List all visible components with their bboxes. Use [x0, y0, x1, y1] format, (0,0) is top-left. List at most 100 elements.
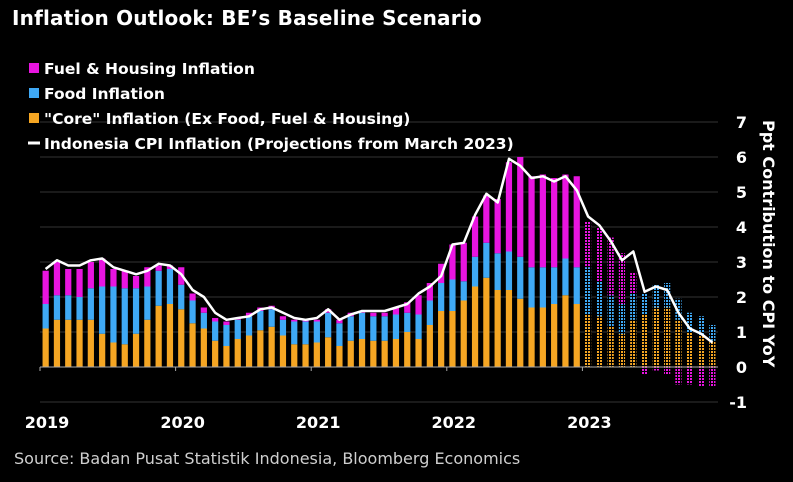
bar-core	[404, 332, 411, 367]
axes-group: -1 0 1 2 3 4 5 6 7 2019 2020 2021 2022 2023	[25, 113, 747, 432]
bar-fuel-housing	[539, 174, 546, 268]
bar-fuel-housing	[675, 367, 682, 385]
bar-food	[449, 279, 456, 311]
bar-food	[460, 281, 467, 301]
bar-food	[336, 323, 343, 346]
gridlines	[40, 121, 718, 403]
legend-swatch	[29, 63, 39, 73]
bar-fuel-housing	[110, 269, 117, 287]
bar-fuel-housing	[641, 367, 648, 374]
bar-fuel-housing	[652, 367, 659, 371]
bar-core	[370, 340, 377, 367]
bar-fuel-housing	[517, 157, 524, 257]
bar-food	[641, 293, 648, 315]
bar-fuel-housing	[709, 367, 716, 387]
bar-fuel-housing	[121, 270, 128, 289]
bar-food	[415, 314, 422, 339]
bar-food	[404, 312, 411, 332]
bar-core	[110, 342, 117, 367]
bar-food	[155, 270, 162, 306]
bar-food	[65, 295, 72, 320]
bar-core	[471, 286, 479, 367]
source-note: Source: Badan Pusat Statistik Indonesia,…	[14, 449, 521, 468]
cpi-line-group	[44, 157, 714, 344]
bar-food	[596, 281, 603, 317]
bar-core	[178, 309, 185, 367]
bar-food	[471, 256, 479, 287]
bar-food	[121, 288, 128, 345]
bar-core	[302, 344, 309, 367]
y-tick-label: 5	[736, 183, 747, 202]
y-axis-label: Ppt Contribution to CPI YoY	[759, 120, 778, 368]
x-tick-label: 2019	[25, 413, 70, 432]
bar-food	[652, 284, 659, 308]
bar-core	[200, 328, 207, 367]
bar-fuel-housing	[325, 309, 332, 313]
bar-core	[449, 311, 456, 367]
bar-core	[709, 340, 716, 367]
bar-food	[76, 297, 83, 320]
bar-core	[245, 335, 253, 367]
bar-core	[381, 340, 388, 367]
bar-fuel-housing	[697, 367, 705, 387]
bar-fuel-housing	[584, 221, 592, 268]
y-tick-label: 7	[736, 113, 747, 132]
legend-label: Indonesia CPI Inflation (Projections fro…	[44, 135, 514, 153]
bar-fuel-housing	[313, 319, 320, 322]
bar-food	[505, 251, 513, 290]
bar-food	[618, 304, 626, 334]
bar-fuel-housing	[87, 262, 94, 289]
bar-food	[53, 295, 61, 320]
bar-core	[494, 290, 501, 367]
bar-core	[652, 307, 659, 367]
bar-core	[358, 339, 366, 367]
bar-core	[144, 319, 151, 367]
bar-core	[392, 339, 400, 367]
bar-food	[257, 311, 264, 331]
bar-food	[325, 312, 332, 338]
bar-core	[415, 339, 422, 367]
bar-core	[53, 319, 61, 367]
bar-core	[517, 298, 524, 367]
legend-label: "Core" Inflation (Ex Food, Fuel & Housin…	[44, 110, 410, 128]
y-tick-label: 2	[736, 288, 747, 307]
bar-food	[234, 319, 241, 339]
bar-fuel-housing	[370, 312, 377, 317]
bar-food	[381, 316, 388, 341]
bar-core	[268, 326, 275, 367]
bar-core	[325, 337, 332, 367]
bar-core	[686, 332, 693, 367]
bar-core	[505, 290, 513, 367]
chart-title: Inflation Outlook: BE’s Baseline Scenari…	[12, 6, 482, 30]
bar-core	[573, 304, 580, 367]
bar-food	[87, 288, 94, 320]
bar-fuel-housing	[189, 293, 196, 301]
bar-food	[675, 298, 682, 320]
bar-food	[178, 284, 185, 310]
bar-core	[641, 314, 648, 367]
bar-core	[234, 339, 241, 367]
legend-swatch	[29, 88, 39, 98]
y-tick-label: 6	[736, 148, 747, 167]
bar-fuel-housing	[53, 262, 61, 296]
bar-fuel-housing	[245, 312, 253, 317]
bar-food	[483, 242, 490, 278]
bar-fuel-housing	[664, 367, 671, 374]
bar-fuel-housing	[132, 276, 140, 289]
bar-core	[539, 307, 546, 367]
bar-food	[313, 321, 320, 343]
bar-fuel-housing	[223, 321, 230, 325]
bar-food	[697, 316, 705, 336]
bar-food	[110, 286, 117, 343]
bar-food	[551, 267, 558, 304]
bar-core	[99, 333, 106, 367]
bar-core	[551, 304, 558, 367]
bar-core	[483, 277, 490, 367]
bar-core	[336, 346, 343, 367]
bar-fuel-housing	[415, 295, 422, 315]
bar-food	[709, 325, 716, 341]
bar-food	[99, 286, 106, 334]
bar-food	[539, 267, 546, 308]
bar-food	[223, 325, 230, 346]
